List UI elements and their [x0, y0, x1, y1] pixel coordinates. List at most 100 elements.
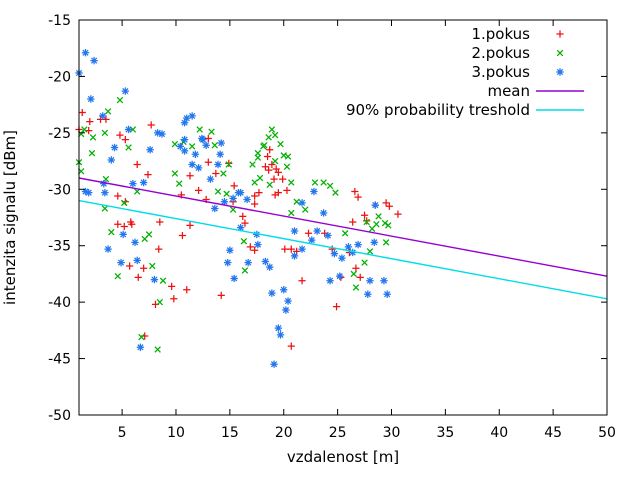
- y-axis-tick-label: -20: [48, 69, 71, 85]
- scatter-point: [360, 211, 369, 219]
- scatter-point: [121, 136, 129, 144]
- scatter-point: [288, 179, 295, 186]
- scatter-point: [175, 180, 183, 187]
- scatter-point: [183, 286, 191, 294]
- scatter-point: [394, 210, 402, 218]
- scatter-point: [364, 290, 372, 298]
- scatter-point: [211, 204, 219, 213]
- y-axis-tick-label: -45: [48, 352, 71, 368]
- scatter-point: [249, 161, 256, 168]
- x-axis-tick-label: 40: [490, 425, 508, 441]
- scatter-point: [246, 243, 254, 251]
- scatter-point: [129, 179, 137, 188]
- scatter-point: [124, 125, 133, 134]
- scatter-point: [366, 248, 374, 255]
- scatter-point: [338, 254, 346, 262]
- scatter-point: [214, 188, 222, 195]
- scatter-point: [236, 223, 245, 232]
- scatter-point: [131, 238, 139, 247]
- scatter-point: [261, 142, 268, 149]
- scatter-point: [255, 189, 263, 197]
- scatter-point: [104, 245, 112, 253]
- scatter-point: [371, 201, 380, 209]
- scatter-point: [223, 190, 230, 198]
- scatter-point: [188, 143, 196, 150]
- scatter-point: [208, 128, 215, 135]
- scatter-point: [281, 245, 289, 253]
- scatter-point: [216, 150, 224, 158]
- scatter-point: [176, 142, 184, 151]
- scatter-point: [382, 199, 390, 207]
- scatter-point: [136, 343, 145, 351]
- scatter-point: [141, 235, 148, 243]
- scatter-point: [217, 139, 225, 147]
- scatter-point: [251, 179, 258, 186]
- scatter-point: [361, 259, 368, 266]
- scatter-point: [101, 205, 109, 212]
- x-axis-tick-label: 20: [275, 425, 293, 441]
- scatter-point: [326, 277, 334, 285]
- scatter-point: [363, 218, 370, 226]
- scatter-point: [304, 229, 313, 237]
- scatter-point: [239, 212, 247, 220]
- scatter-point: [220, 170, 227, 177]
- x-axis-tick-label: 50: [598, 425, 616, 441]
- y-axis-tick-label: -35: [48, 239, 71, 255]
- scatter-point: [385, 222, 392, 229]
- scatter-point: [114, 272, 122, 280]
- y-axis-tick-label: -30: [48, 182, 71, 198]
- mean-line: [78, 177, 608, 277]
- scatter-point: [385, 202, 393, 210]
- scatter-point: [155, 245, 163, 253]
- y-axis-title: intenzita signalu [dBm]: [1, 130, 19, 305]
- scatter-point: [271, 157, 279, 165]
- scatter-point: [356, 273, 364, 281]
- scatter-point: [220, 198, 229, 206]
- scatter-point: [363, 217, 371, 225]
- scatter-point: [350, 270, 358, 278]
- scatter-point: [308, 236, 316, 244]
- legend-label: mean: [487, 82, 530, 100]
- legend-marker-asterisk: [556, 68, 564, 76]
- scatter-point: [298, 199, 306, 207]
- scatter-point: [265, 166, 273, 174]
- scatter-point: [108, 228, 115, 236]
- scatter-point: [271, 131, 279, 139]
- scatter-point: [225, 159, 233, 167]
- scatter-point: [159, 277, 167, 284]
- scatter-point: [147, 121, 155, 129]
- scatter-point: [254, 154, 262, 161]
- scatter-point: [146, 146, 154, 154]
- scatter-point: [326, 182, 334, 190]
- scatter-point: [116, 131, 124, 139]
- scatter-point: [268, 289, 276, 297]
- scatter-point: [251, 200, 259, 208]
- legend-marker-cross: [556, 49, 564, 57]
- scatter-point: [354, 240, 362, 249]
- scatter-point: [352, 264, 360, 272]
- scatter-point: [256, 174, 264, 182]
- scatter-point: [332, 189, 339, 196]
- scatter-point: [117, 258, 125, 267]
- scatter-point: [324, 231, 332, 240]
- scatter-point: [287, 342, 295, 350]
- scatter-point: [202, 141, 210, 149]
- scatter-point: [204, 158, 212, 166]
- scatter-point: [104, 108, 112, 115]
- scatter-point: [198, 134, 206, 143]
- x-axis-tick-label: 25: [329, 425, 347, 441]
- scatter-point: [266, 181, 273, 189]
- scatter-point: [110, 143, 119, 152]
- scatter-point: [89, 134, 97, 141]
- scatter-point: [81, 126, 88, 133]
- scatter-point: [282, 306, 290, 314]
- scatter-point: [373, 221, 380, 228]
- scatter-point: [230, 274, 238, 283]
- scatter-point: [288, 209, 295, 217]
- scatter-point: [274, 189, 282, 197]
- scatter-point: [226, 246, 234, 254]
- scatter-point: [153, 129, 162, 137]
- scatter-point: [99, 112, 107, 120]
- scatter-point: [180, 147, 189, 155]
